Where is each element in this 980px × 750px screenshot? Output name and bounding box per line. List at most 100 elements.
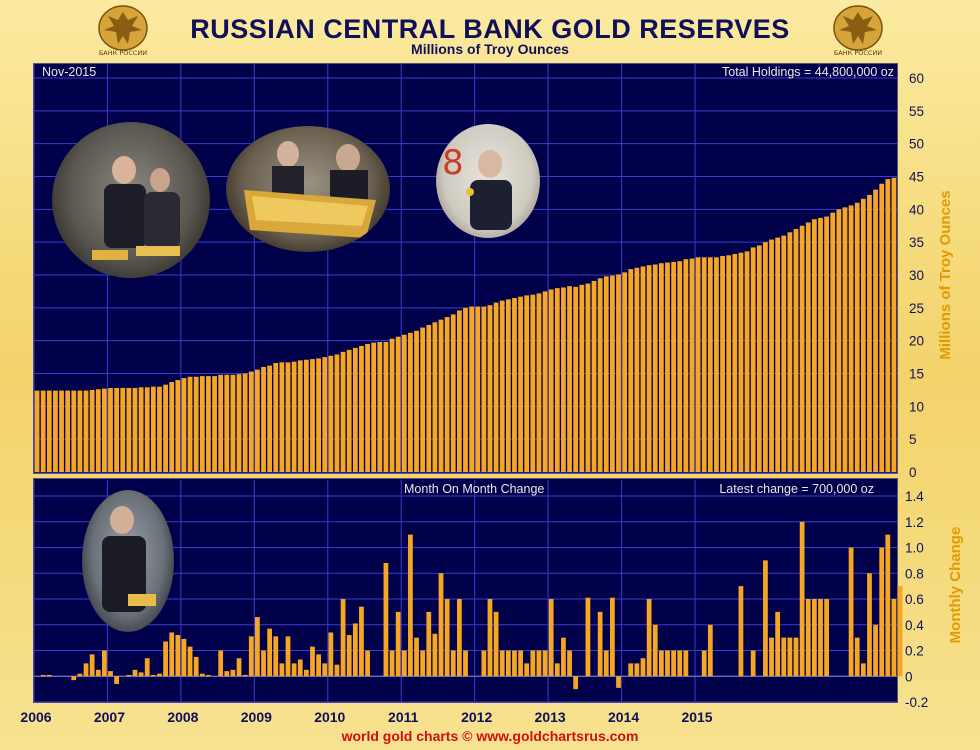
monthly-change-bar [71,676,77,681]
monthly-change-bar [181,638,187,677]
monthly-change-bar [658,650,664,677]
x-tick-label: 2008 [167,709,198,725]
holdings-bar [193,376,199,472]
upper-y-axis-label: Millions of Troy Ounces [937,190,954,359]
monthly-change-bar [671,650,676,677]
monthly-change-bar [248,636,254,677]
monthly-change-bar [805,599,811,677]
holdings-bar [652,264,658,472]
x-tick-label: 2014 [608,709,639,725]
monthly-change-bar [787,637,793,677]
upper-y-tick-label: 20 [909,334,924,349]
monthly-change-bar [138,672,144,677]
x-tick-label: 2006 [20,709,51,725]
lower-y-tick-label: 1.2 [905,515,924,530]
holdings-bar [695,257,701,472]
monthly-change-bar [303,669,309,677]
monthly-change-bar [101,650,107,677]
monthly-change-bar [799,521,805,677]
x-tick-label: 2012 [461,709,492,725]
monthly-change-bar [652,624,658,677]
monthly-change-bar [530,650,536,677]
monthly-change-bar [322,663,328,677]
monthly-change-bar [573,676,579,690]
holdings-bar [181,378,187,472]
upper-y-tick-label: 30 [909,268,924,283]
monthly-change-bar [359,606,364,677]
monthly-change-bar [285,636,291,677]
holdings-bar [610,275,615,472]
holdings-bar [530,294,536,472]
lower-y-tick-label: 1.4 [905,489,924,504]
holdings-bar [824,216,830,472]
monthly-change-bar [781,637,787,677]
holdings-bar [261,366,266,472]
photo-putin-gold-bars [52,122,210,278]
holdings-bar [640,266,646,472]
holdings-bar [781,235,787,472]
holdings-bar [395,336,401,472]
x-axis-ticks: 2006 2007 2008 2009 2010 2011 2012 2013 2014 2015 [20,709,712,725]
monthly-change-bar [426,611,432,677]
holdings-bar [383,341,389,472]
monthly-change-bar [493,611,499,677]
monthly-change-bar [646,599,652,677]
holdings-bar [377,341,383,472]
holdings-bar [255,369,260,472]
monthly-change-bar [438,573,444,677]
monthly-change-bar [867,573,872,677]
monthly-change-bar [487,599,493,677]
monthly-change-bar [163,641,168,677]
monthly-change-bar [242,674,248,677]
monthly-change-bar [456,599,462,677]
monthly-change-bar [775,611,781,677]
latest-change-annotation: Latest change = 700,000 oz [719,482,874,496]
monthly-change-bar [224,671,230,677]
holdings-bar [334,354,340,472]
holdings-bar [487,305,493,472]
monthly-change-bar [603,650,609,677]
holdings-bar [316,358,321,472]
monthly-change-bar [628,663,634,677]
holdings-bar [248,371,254,472]
upper-y-ticks: 0 5 10 15 20 25 30 35 40 45 50 55 60 [909,71,924,480]
monthly-change-bar [873,624,878,677]
monthly-change-bar [567,650,572,677]
date-annotation: Nov-2015 [42,65,97,79]
monthly-change-bar [328,632,334,677]
monthly-change-bar [144,658,150,677]
monthly-change-bar [512,650,517,677]
holdings-bar [818,217,823,472]
holdings-bar [206,376,211,472]
eagle-emblem-left-icon: БАНК РОССИИ [98,5,148,57]
credit-footer: world gold charts © www.goldchartsrus.co… [341,728,639,744]
holdings-bar [585,283,591,472]
lower-y-tick-label: 0.2 [905,644,924,659]
holdings-bar [297,360,303,472]
monthly-change-bar [169,632,175,677]
x-tick-label: 2009 [241,709,272,725]
x-tick-label: 2007 [94,709,125,725]
monthly-change-bar [848,547,854,677]
monthly-change-bar [365,650,370,677]
monthly-change-bar [273,636,279,677]
holdings-bar [169,382,175,472]
holdings-bar [805,222,811,472]
lower-y-tick-label: 0 [905,669,913,684]
monthly-change-bar [505,650,511,677]
monthly-change-bar [150,674,156,677]
holdings-bar [53,390,58,472]
upper-y-tick-label: 40 [909,202,924,217]
monthly-change-bar [261,650,266,677]
holdings-bar [787,232,793,472]
lower-y-ticks: -0.2 0 0.2 0.4 0.6 0.8 1.0 1.2 1.4 [905,489,928,710]
holdings-bar [524,295,530,472]
holdings-bar [867,194,872,473]
monthly-change-bar [463,650,468,677]
holdings-bar [444,317,450,472]
holdings-bar [512,297,517,472]
monthly-change-bar [95,669,101,677]
emblem-left-text: БАНК РОССИИ [99,49,147,57]
monthly-change-bar [83,663,89,677]
holdings-bar [401,334,407,472]
